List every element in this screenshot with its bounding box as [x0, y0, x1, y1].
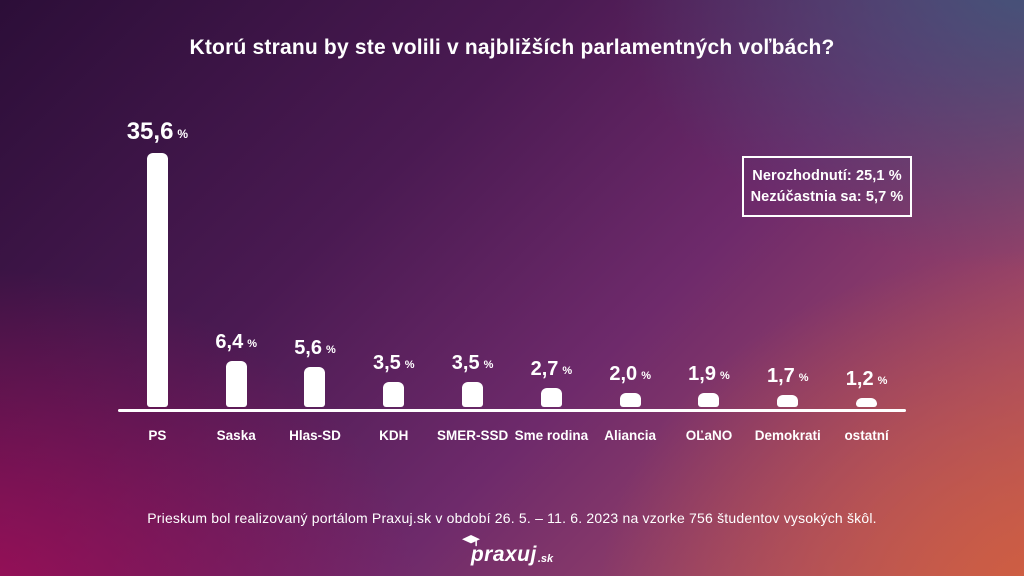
- bar-column: 5,6%: [276, 118, 355, 407]
- category-label: OĽaNO: [685, 428, 733, 443]
- bar-column: 35,6%: [118, 118, 197, 407]
- category-label: PS: [148, 428, 167, 443]
- survey-note: Prieskum bol realizovaný portálom Praxuj…: [147, 510, 877, 526]
- bar-column: 3,5%: [354, 118, 433, 407]
- bar-value-label: 3,5%: [451, 352, 494, 374]
- bar-value-label: 6,4%: [215, 331, 257, 353]
- bar-value-label: 3,5%: [372, 352, 415, 374]
- category-label: SMER-SSD: [436, 428, 509, 443]
- bar-value-label: 1,7%: [766, 365, 809, 387]
- chart-title: Ktorú stranu by ste volili v najbližších…: [189, 36, 835, 59]
- bar-column: 2,0%: [591, 118, 670, 407]
- bar: [304, 367, 326, 407]
- graduation-cap-icon: [461, 535, 480, 554]
- bar: [777, 395, 799, 407]
- category-label: Saska: [216, 428, 256, 443]
- bar: [383, 382, 405, 407]
- bar: [225, 361, 247, 407]
- bar: [856, 398, 878, 407]
- legend-line-undecided: Nerozhodnutí: 25,1 %: [752, 168, 902, 184]
- bar-column: 2,7%: [512, 118, 591, 407]
- bar-column: 3,5%: [433, 118, 512, 407]
- bar-value-label: 2,0%: [609, 363, 651, 385]
- bar-value-label: 1,2%: [845, 368, 888, 390]
- bar-value-label: 5,6%: [294, 337, 336, 359]
- logo-suffix: .sk: [537, 553, 554, 565]
- bar: [146, 153, 168, 407]
- logo-text: praxuj: [470, 543, 537, 566]
- bar: [698, 393, 720, 407]
- category-labels-row: PS Saska Hlas-SD KDH SMER-SSD Sme rodina Alian…: [118, 428, 906, 443]
- bar-column: 1,9%: [670, 118, 749, 407]
- bar-column: 1,7%: [748, 118, 827, 407]
- category-label: KDH: [379, 428, 409, 443]
- bar: [619, 393, 641, 407]
- bar-chart: 35,6% 6,4% 5,6% 3,5% 3,5% 2,7% 2,0% 1,9% 1,7% 1,2…: [118, 118, 906, 407]
- bar: [462, 382, 484, 407]
- logo-wrap: praxuj .sk: [461, 535, 554, 567]
- bar-value-label: 35,6%: [126, 118, 189, 145]
- category-label: ostatní: [844, 428, 889, 443]
- bar-column: 1,2%: [827, 118, 906, 407]
- bar-column: 6,4%: [197, 118, 276, 407]
- x-axis-line: [118, 409, 906, 412]
- category-label: Aliancia: [604, 428, 657, 443]
- bar-value-label: 2,7%: [530, 358, 573, 380]
- category-label: Demokrati: [754, 428, 821, 443]
- praxuj-logo: praxuj .sk: [0, 535, 1024, 567]
- category-label: Hlas-SD: [289, 428, 341, 443]
- bar: [540, 388, 562, 407]
- legend-box: Nerozhodnutí: 25,1 % Nezúčastnia sa: 5,7…: [742, 156, 912, 217]
- category-label: Sme rodina: [514, 428, 589, 443]
- legend-line-abstaining: Nezúčastnia sa: 5,7 %: [750, 189, 904, 205]
- bar-value-label: 1,9%: [688, 363, 730, 385]
